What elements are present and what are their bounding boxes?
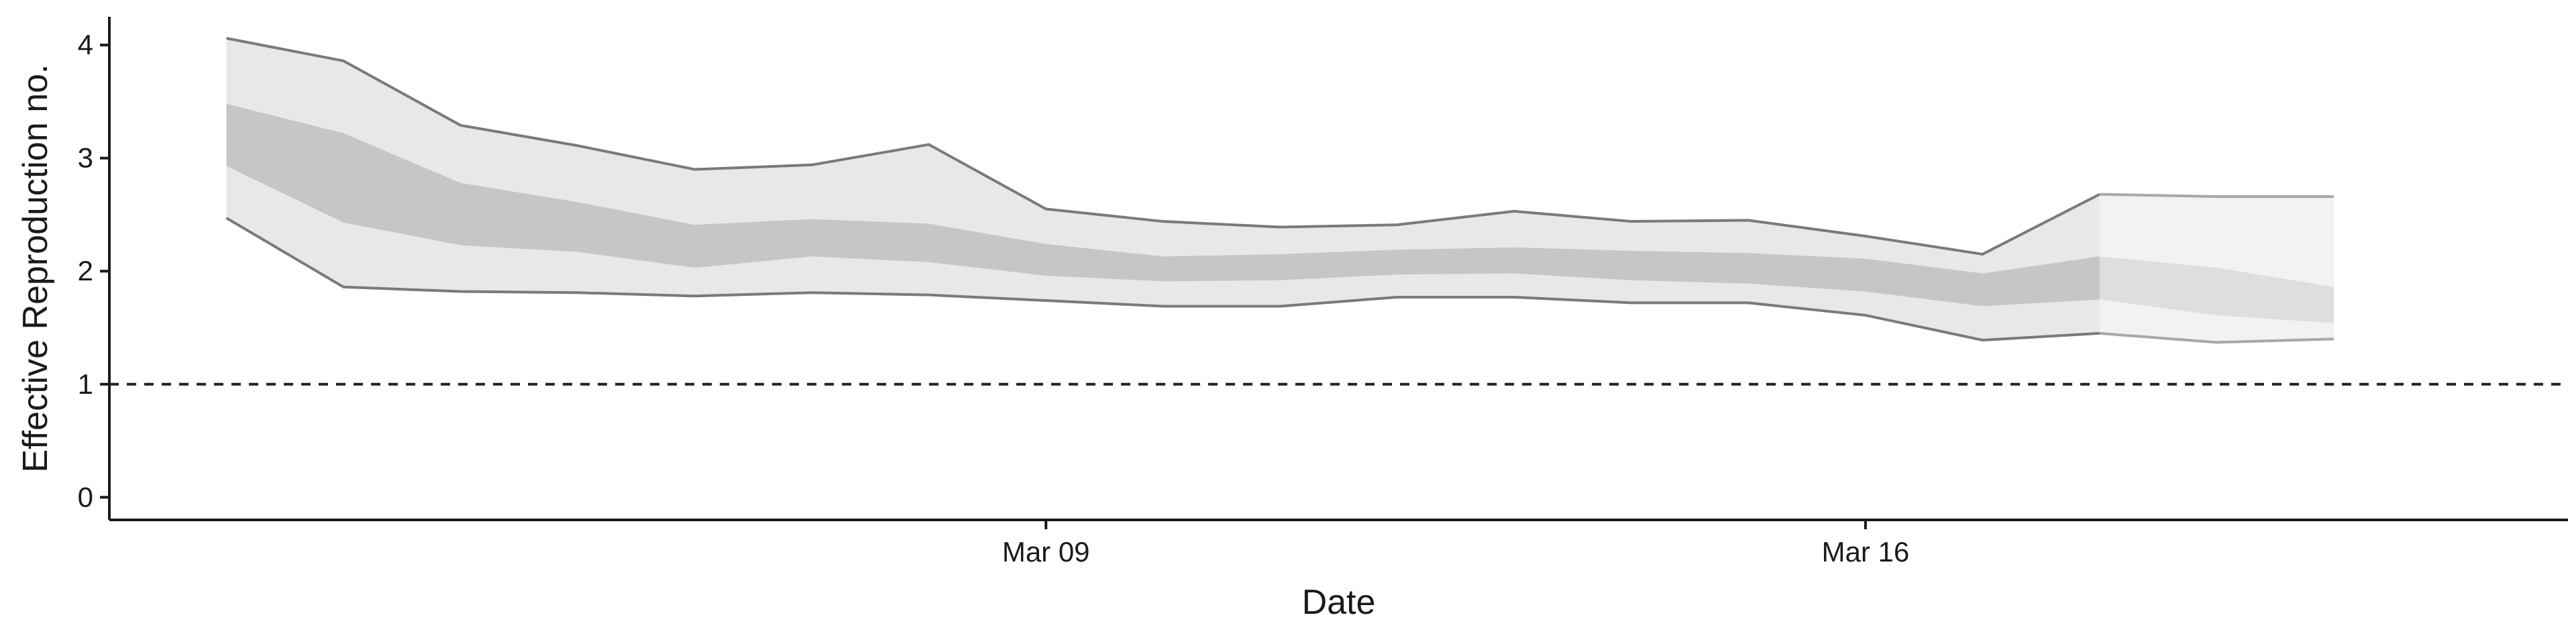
x-axis-ticks: Mar 09 Mar 16: [1002, 520, 1909, 568]
inner-band-segment: [1982, 256, 2100, 307]
lower-bound-line: [225, 217, 2100, 342]
credible-interval-bands: [226, 38, 2334, 343]
inner-band-segment: [928, 223, 1046, 276]
upper-bound-line-nowcast: [2099, 193, 2334, 198]
y-axis-ticks: 0 1 2 3 4: [78, 29, 109, 513]
inner-band-segment: [2216, 268, 2334, 323]
y-tick-label: 1: [78, 368, 93, 400]
inner-band-segment: [1514, 247, 1631, 280]
inner-band-segment: [1631, 250, 1749, 284]
inner-band-segment: [1046, 244, 1163, 282]
outer-band-segment: [812, 144, 929, 295]
y-tick-label: 0: [78, 481, 93, 513]
interval-bound-lines: [225, 37, 2334, 344]
x-tick-label: Mar 16: [1821, 536, 1909, 568]
inner-band-segment: [1397, 247, 1515, 275]
y-tick-label: 2: [78, 255, 93, 286]
lower-bound-line-nowcast: [2099, 331, 2334, 344]
outer-band-segment: [928, 144, 1046, 301]
upper-bound-line: [226, 37, 2100, 256]
y-tick-label: 3: [78, 142, 93, 174]
inner-band-segment: [812, 219, 929, 262]
y-tick-label: 4: [78, 29, 93, 60]
inner-band-segment: [343, 133, 461, 246]
y-axis-title: Effective Reproduction no.: [16, 64, 55, 473]
inner-band-segment: [226, 103, 344, 223]
inner-band-segment: [2099, 256, 2217, 315]
inner-band-segment: [578, 202, 695, 268]
x-tick-label: Mar 09: [1002, 536, 1090, 568]
inner-band-segment: [1163, 254, 1281, 282]
inner-band-segment: [1748, 253, 1866, 292]
inner-band-segment: [694, 219, 812, 268]
inner-band-segment: [1865, 258, 1983, 307]
inner-band-segment: [460, 182, 578, 252]
inner-band-segment: [1280, 250, 1397, 280]
x-axis-title: Date: [1302, 583, 1376, 622]
